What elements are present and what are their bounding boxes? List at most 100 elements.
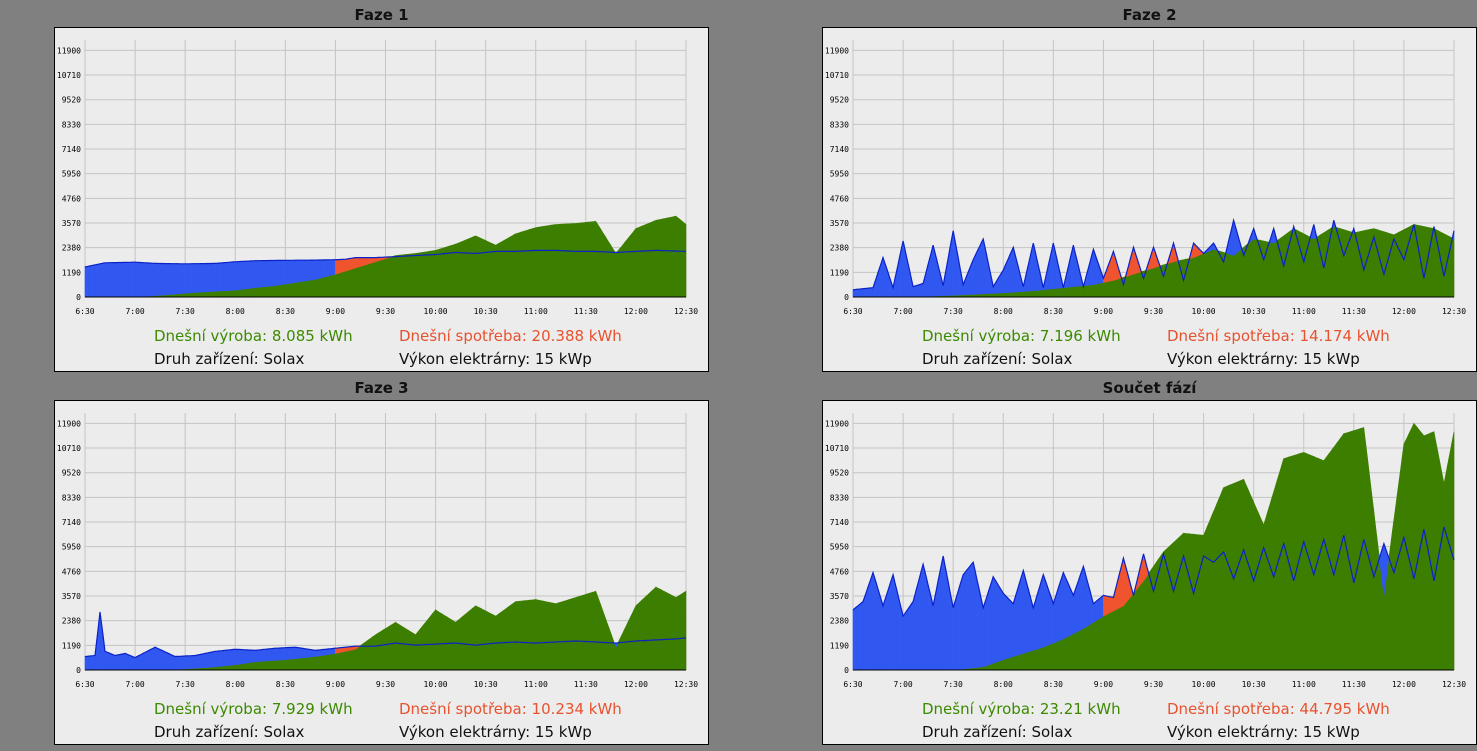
production-label: Dnešní výroba: 23.21 kWh (922, 700, 1121, 718)
x-tick-label: 9:30 (1144, 307, 1163, 316)
y-tick-label: 3570 (62, 592, 81, 601)
y-tick-label: 0 (76, 293, 81, 302)
x-tick-label: 12:00 (1392, 307, 1416, 316)
y-tick-label: 10710 (825, 71, 849, 80)
plant-power-label: Výkon elektrárny: 15 kWp (399, 723, 592, 741)
y-tick-label: 9520 (62, 96, 81, 105)
y-tick-label: 10710 (825, 444, 849, 453)
x-tick-label: 9:30 (376, 307, 395, 316)
x-tick-label: 11:30 (574, 680, 598, 689)
x-tick-label: 10:30 (1242, 307, 1266, 316)
x-tick-label: 8:00 (226, 680, 245, 689)
y-tick-label: 5950 (62, 170, 81, 179)
chart-box: 0 1190 2380 3570 4760 5950 7140 8330 9520 10710 11… (54, 400, 709, 745)
x-tick-label: 10:30 (474, 680, 498, 689)
x-tick-label: 9:00 (326, 680, 345, 689)
x-tick-label: 7:30 (944, 307, 963, 316)
x-tick-label: 10:00 (424, 307, 448, 316)
power-chart: 0 1190 2380 3570 4760 5950 7140 8330 9520 10710 11… (825, 40, 1466, 316)
y-tick-label: 8330 (830, 493, 849, 502)
x-tick-label: 11:00 (524, 307, 548, 316)
x-tick-label: 8:30 (276, 307, 295, 316)
x-tick-label: 7:00 (125, 680, 144, 689)
chart-box: 0 1190 2380 3570 4760 5950 7140 8330 9520 10710 11… (822, 27, 1477, 372)
chart-box: 0 1190 2380 3570 4760 5950 7140 8330 9520 10710 11… (822, 400, 1477, 745)
y-tick-label: 8330 (830, 120, 849, 129)
device-label: Druh zařízení: Solax (154, 723, 305, 741)
y-tick-label: 2380 (830, 617, 849, 626)
y-tick-label: 9520 (830, 96, 849, 105)
y-tick-label: 3570 (830, 219, 849, 228)
y-tick-label: 1190 (62, 641, 81, 650)
x-tick-label: 12:00 (1392, 680, 1416, 689)
x-tick-label: 6:30 (75, 307, 94, 316)
y-tick-label: 5950 (830, 170, 849, 179)
x-tick-label: 7:30 (176, 680, 195, 689)
y-tick-label: 7140 (830, 518, 849, 527)
production-label: Dnešní výroba: 7.929 kWh (154, 700, 353, 718)
consumption-line (852, 526, 1455, 618)
device-label: Druh zařízení: Solax (922, 350, 1073, 368)
x-tick-label: 8:30 (276, 680, 295, 689)
y-tick-label: 4760 (830, 194, 849, 203)
y-tick-label: 5950 (830, 543, 849, 552)
x-tick-label: 7:00 (125, 307, 144, 316)
y-tick-label: 0 (76, 666, 81, 675)
y-tick-label: 4760 (830, 567, 849, 576)
x-tick-label: 10:00 (1192, 307, 1216, 316)
x-tick-label: 7:30 (176, 307, 195, 316)
x-tick-label: 11:30 (574, 307, 598, 316)
x-tick-label: 11:30 (1342, 680, 1366, 689)
x-tick-label: 12:30 (1442, 307, 1466, 316)
x-tick-label: 9:30 (376, 680, 395, 689)
x-tick-label: 9:00 (1094, 307, 1113, 316)
consumption-label: Dnešní spotřeba: 10.234 kWh (399, 700, 622, 718)
y-tick-label: 2380 (62, 617, 81, 626)
x-tick-label: 12:00 (624, 307, 648, 316)
y-tick-label: 4760 (62, 194, 81, 203)
x-tick-label: 12:00 (624, 680, 648, 689)
consumption-label: Dnešní spotřeba: 14.174 kWh (1167, 327, 1390, 345)
chart-title: Faze 2 (1122, 6, 1177, 24)
consumption-label: Dnešní spotřeba: 44.795 kWh (1167, 700, 1390, 718)
x-tick-label: 7:30 (944, 680, 963, 689)
x-tick-label: 10:00 (1192, 680, 1216, 689)
y-tick-label: 0 (844, 293, 849, 302)
x-tick-label: 10:30 (474, 307, 498, 316)
x-tick-label: 10:30 (1242, 680, 1266, 689)
x-tick-label: 6:30 (843, 680, 862, 689)
x-tick-label: 8:00 (994, 680, 1013, 689)
y-tick-label: 3570 (62, 219, 81, 228)
device-label: Druh zařízení: Solax (922, 723, 1073, 741)
y-tick-label: 10710 (57, 71, 81, 80)
y-tick-label: 7140 (62, 145, 81, 154)
y-tick-label: 2380 (830, 244, 849, 253)
plant-power-label: Výkon elektrárny: 15 kWp (399, 350, 592, 368)
chart-title: Faze 1 (354, 6, 409, 24)
y-tick-label: 11900 (825, 46, 849, 55)
y-tick-label: 10710 (57, 444, 81, 453)
y-tick-label: 11900 (57, 419, 81, 428)
chart-title: Součet fází (1102, 379, 1197, 397)
y-tick-label: 9520 (830, 469, 849, 478)
x-tick-label: 8:00 (994, 307, 1013, 316)
power-chart: 0 1190 2380 3570 4760 5950 7140 8330 9520 10710 11… (825, 413, 1466, 689)
y-tick-label: 3570 (830, 592, 849, 601)
x-tick-label: 9:30 (1144, 680, 1163, 689)
consumption-line (852, 217, 1455, 291)
grid: 0 1190 2380 3570 4760 5950 7140 8330 9520 10710 11… (57, 40, 698, 316)
x-tick-label: 11:00 (1292, 680, 1316, 689)
x-tick-label: 8:00 (226, 307, 245, 316)
power-chart: 0 1190 2380 3570 4760 5950 7140 8330 9520 10710 11… (57, 413, 698, 689)
x-tick-label: 6:30 (843, 307, 862, 316)
x-tick-label: 6:30 (75, 680, 94, 689)
production-label: Dnešní výroba: 8.085 kWh (154, 327, 353, 345)
y-tick-label: 8330 (62, 493, 81, 502)
y-tick-label: 11900 (825, 419, 849, 428)
consumption-line (84, 249, 687, 268)
production-label: Dnešní výroba: 7.196 kWh (922, 327, 1121, 345)
y-tick-label: 9520 (62, 469, 81, 478)
consumption-line (84, 611, 687, 659)
plant-power-label: Výkon elektrárny: 15 kWp (1167, 350, 1360, 368)
x-tick-label: 10:00 (424, 680, 448, 689)
